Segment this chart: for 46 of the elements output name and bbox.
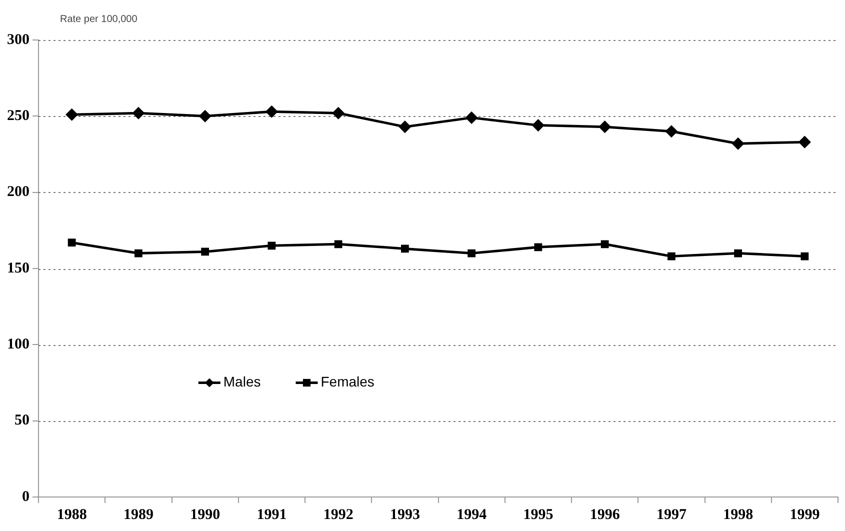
x-tick-label: 1995 <box>523 506 554 523</box>
point <box>468 249 476 258</box>
y-tick-label: 0 <box>22 488 30 505</box>
point <box>134 249 142 258</box>
x-tick-label: 1989 <box>123 506 154 523</box>
point <box>734 249 742 258</box>
x-tick-label: 1991 <box>256 506 287 523</box>
x-tick-label: 1996 <box>590 506 620 523</box>
y-tick-label: 300 <box>7 32 30 48</box>
point <box>798 136 810 148</box>
y-tick-label: 150 <box>7 260 30 276</box>
x-tick-label: 1999 <box>790 506 820 523</box>
point <box>800 252 809 260</box>
point <box>68 238 76 247</box>
x-tick-label: 1990 <box>190 506 220 523</box>
point <box>534 243 542 252</box>
point <box>466 112 478 124</box>
point <box>666 126 678 138</box>
point <box>268 242 276 250</box>
x-tick-label: 1998 <box>723 506 754 523</box>
point <box>668 252 676 260</box>
legend-label: Females <box>320 374 374 390</box>
y-tick-label: 50 <box>14 412 30 429</box>
point <box>399 121 411 133</box>
x-tick-label: 1994 <box>456 506 488 523</box>
point <box>401 244 409 253</box>
point <box>334 240 342 248</box>
point <box>600 240 609 248</box>
point <box>266 106 278 118</box>
x-tick-label: 1988 <box>56 506 87 523</box>
point <box>599 121 611 133</box>
y-tick-label: 200 <box>7 184 30 200</box>
y-axis-title: Rate per 100,000 <box>60 14 138 25</box>
x-tick-label: 1993 <box>390 506 420 523</box>
point <box>332 107 344 119</box>
point <box>199 110 211 122</box>
point <box>132 107 144 119</box>
legend-label: Males <box>223 374 261 390</box>
point <box>201 248 209 256</box>
x-tick-label: 1992 <box>323 506 354 523</box>
x-tick-label: 1997 <box>656 506 687 523</box>
point <box>66 108 78 120</box>
point <box>732 138 744 150</box>
point <box>532 120 544 132</box>
y-tick-label: 250 <box>7 108 30 124</box>
y-tick-label: 100 <box>7 336 30 353</box>
